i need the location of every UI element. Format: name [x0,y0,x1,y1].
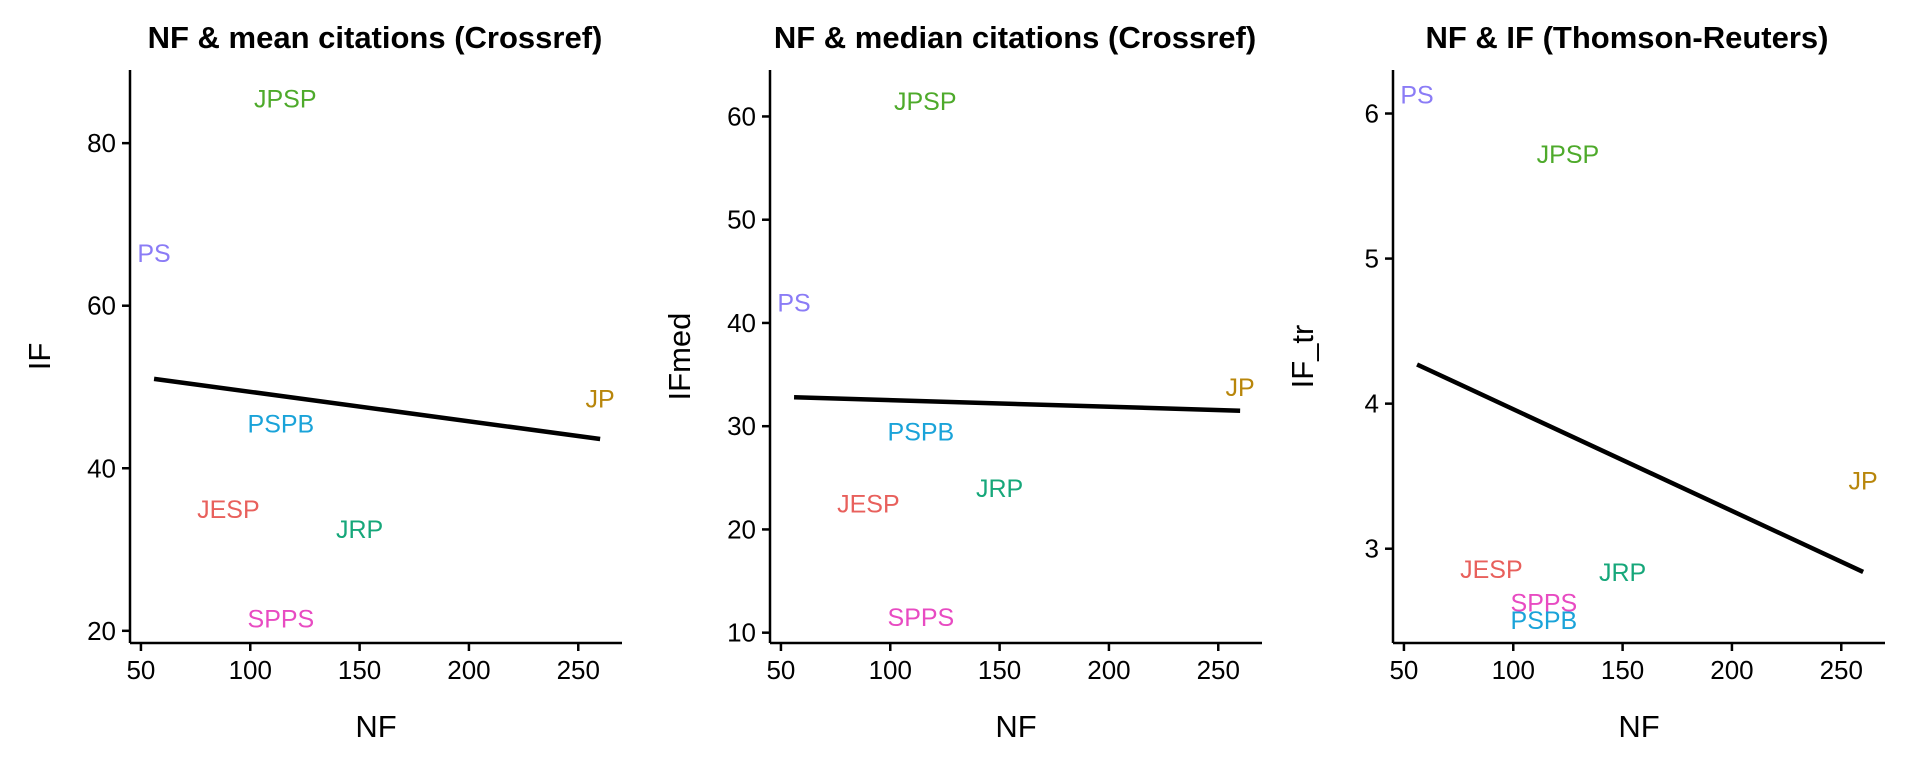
panel-title: NF & mean citations (Crossref) [148,20,603,55]
point-label-jrp: JRP [976,475,1023,503]
point-label-jpsp: JPSP [894,88,957,116]
y-axis-title: IF_tr [1285,325,1320,389]
y-tick-label: 80 [87,128,116,158]
point-label-jpsp: JPSP [254,85,317,113]
x-tick-label: 150 [338,655,381,685]
x-tick-label: 150 [1601,655,1644,685]
x-axis-title: NF [1618,709,1659,744]
panel-title: NF & IF (Thomson-Reuters) [1426,20,1829,55]
point-label-spps: SPPS [888,604,955,632]
x-tick-label: 200 [447,655,490,685]
x-tick-label: 50 [126,655,155,685]
point-label-jesp: JESP [837,491,900,519]
x-tick-label: 50 [766,655,795,685]
fit-line [1416,362,1865,574]
point-label-jesp: JESP [1460,556,1523,584]
panel-1: NF & mean citations (Crossref) 50 100 150 20… [22,20,622,744]
y-tick-label: 3 [1365,534,1379,564]
x-axis-title: NF [355,709,396,744]
y-tick-label: 60 [727,101,756,131]
x-tick-label: 100 [229,655,272,685]
fit-line [153,376,601,442]
y-tick-label: 10 [727,618,756,648]
panel-2: NF & median citations (Crossref) 50 100 150… [662,20,1262,744]
point-label-pspb: PSPB [888,418,955,446]
point-label-spps: SPPS [1511,589,1578,617]
point-label-jpsp: JPSP [1537,141,1600,169]
y-tick-label: 20 [87,616,116,646]
point-label-pspb: PSPB [248,411,315,439]
y-tick-label: 40 [727,308,756,338]
point-label-pspb: PSPB [1511,607,1578,635]
fit-line [793,395,1241,413]
y-tick-label: 20 [727,514,756,544]
point-label-jp: JP [1849,468,1878,496]
point-label-jrp: JRP [1599,559,1646,587]
point-label-spps: SPPS [248,606,315,634]
x-tick-label: 250 [1820,655,1863,685]
point-label-ps: PS [1400,82,1433,110]
point-label-jrp: JRP [336,516,383,544]
point-label-jp: JP [586,385,615,413]
x-tick-label: 200 [1087,655,1130,685]
point-label-ps: PS [777,289,810,317]
x-tick-label: 250 [1197,655,1240,685]
y-tick-label: 30 [727,411,756,441]
panel-title: NF & median citations (Crossref) [774,20,1256,55]
x-tick-label: 100 [1492,655,1535,685]
y-tick-label: 60 [87,291,116,321]
point-label-ps: PS [137,240,170,268]
y-axis-title: IFmed [662,313,697,401]
y-tick-label: 5 [1365,244,1379,274]
y-tick-label: 4 [1365,389,1379,419]
panel-3: NF & IF (Thomson-Reuters) 50 100 150 200 250 3… [1285,20,1885,744]
x-tick-label: 50 [1389,655,1418,685]
x-tick-label: 100 [869,655,912,685]
point-label-jp: JP [1226,374,1255,402]
x-tick-label: 200 [1710,655,1753,685]
x-tick-label: 250 [557,655,600,685]
y-tick-label: 6 [1365,99,1379,129]
y-tick-label: 40 [87,453,116,483]
x-tick-label: 150 [978,655,1021,685]
point-label-jesp: JESP [197,496,260,524]
y-axis-title: IF [22,343,57,371]
y-tick-label: 50 [727,205,756,235]
x-axis-title: NF [995,709,1036,744]
